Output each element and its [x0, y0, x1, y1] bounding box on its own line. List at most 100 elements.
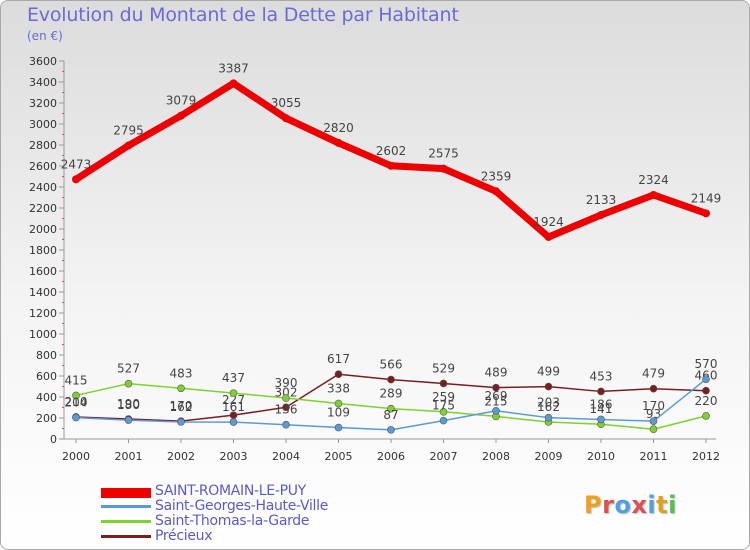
- data-label: 3055: [271, 96, 302, 110]
- y-tick-label: 2200: [29, 202, 57, 215]
- data-point: [439, 408, 448, 416]
- data-label: 2359: [481, 169, 512, 183]
- data-point: [387, 404, 395, 413]
- logo-letter: x: [631, 491, 648, 519]
- data-point: [177, 384, 185, 393]
- data-label: 390: [275, 376, 298, 390]
- data-label: 227: [222, 393, 245, 407]
- chart-title: Evolution du Montant de la Dette par Hab…: [27, 4, 459, 26]
- data-point: [72, 413, 80, 422]
- x-tick-label: 2006: [377, 450, 405, 463]
- y-tick-label: 3000: [29, 118, 57, 131]
- y-tick-label: 3400: [29, 76, 57, 89]
- data-point: [544, 382, 553, 391]
- data-point: [597, 387, 605, 396]
- data-point: [334, 370, 343, 379]
- y-tick-label: 2600: [29, 160, 57, 173]
- data-label: 437: [222, 371, 245, 385]
- legend-swatch-saint-georges: [101, 505, 151, 508]
- data-label: 175: [432, 399, 455, 413]
- data-label: 1924: [533, 215, 564, 229]
- data-label: 141: [590, 402, 613, 416]
- data-point: [649, 384, 658, 393]
- data-label: 269: [485, 389, 508, 403]
- x-tick-label: 2012: [692, 450, 720, 463]
- data-label: 453: [590, 369, 613, 383]
- y-tick-label: 2000: [29, 223, 57, 236]
- data-point: [649, 417, 658, 425]
- x-tick-label: 2004: [272, 450, 300, 463]
- logo-letter: r: [602, 491, 615, 519]
- data-label: 2820: [323, 121, 354, 135]
- data-point: [229, 418, 238, 426]
- x-tick-label: 2003: [220, 450, 248, 463]
- data-point: [72, 175, 80, 184]
- proxiti-logo: Proxiti: [584, 491, 677, 519]
- legend-swatch-saint-romain: [101, 488, 151, 498]
- data-label: 203: [537, 396, 560, 410]
- data-label: 570: [695, 357, 718, 371]
- legend-swatch-saint-thomas: [101, 520, 151, 523]
- data-label: 302: [275, 385, 298, 399]
- legend-swatch-precieux: [101, 535, 151, 538]
- data-label: 215: [485, 394, 508, 408]
- data-label: 527: [117, 362, 140, 376]
- data-point: [649, 425, 658, 434]
- data-label: 566: [380, 358, 403, 372]
- data-label: 2602: [376, 144, 407, 158]
- data-label: 136: [275, 403, 298, 417]
- data-label: 2324: [638, 173, 669, 187]
- data-point: [387, 426, 395, 434]
- x-tick-label: 2000: [62, 450, 90, 463]
- data-point: [334, 423, 343, 432]
- data-point: [282, 114, 290, 123]
- chart-unit: (en €): [27, 29, 63, 43]
- data-label: 489: [485, 366, 508, 380]
- data-point: [334, 399, 343, 408]
- data-point: [439, 164, 448, 173]
- y-tick-label: 800: [36, 349, 57, 362]
- data-label: 210: [65, 395, 88, 409]
- data-label: 2795: [113, 124, 144, 138]
- data-label: 87: [383, 408, 398, 422]
- data-label: 190: [117, 397, 140, 411]
- data-point: [492, 187, 500, 196]
- y-tick-label: 1200: [29, 307, 57, 320]
- legend-label: Saint-Thomas-la-Garde: [155, 513, 310, 529]
- data-label: 162: [170, 400, 193, 414]
- data-point: [229, 389, 238, 397]
- data-label: 2575: [428, 147, 459, 161]
- data-label: 499: [537, 365, 560, 379]
- data-point: [177, 111, 185, 120]
- y-tick-label: 1000: [29, 328, 57, 341]
- data-label: 3387: [218, 61, 249, 75]
- legend-label: SAINT-ROMAIN-LE-PUY: [155, 483, 306, 499]
- y-tick-label: 600: [36, 370, 57, 383]
- y-tick-label: 2400: [29, 181, 57, 194]
- data-point: [387, 161, 395, 170]
- x-tick-label: 2005: [325, 450, 353, 463]
- x-tick-label: 2001: [115, 450, 143, 463]
- data-point: [229, 79, 238, 88]
- data-point: [597, 415, 605, 424]
- data-label: 2473: [61, 157, 92, 171]
- data-label: 415: [65, 373, 88, 387]
- data-point: [649, 190, 658, 199]
- x-tick-label: 2002: [167, 450, 195, 463]
- y-tick-label: 3600: [29, 55, 57, 68]
- data-point: [282, 394, 290, 402]
- data-label: 617: [327, 352, 350, 366]
- data-point: [702, 209, 710, 218]
- data-point: [439, 416, 448, 425]
- data-point: [124, 379, 133, 388]
- y-tick-label: 1600: [29, 265, 57, 278]
- data-point: [597, 211, 605, 220]
- data-label: 3079: [166, 94, 197, 108]
- x-tick-label: 2010: [587, 450, 615, 463]
- y-tick-label: 1800: [29, 244, 57, 257]
- x-tick-label: 2007: [430, 450, 458, 463]
- logo-letter: o: [614, 491, 632, 519]
- y-tick-label: 200: [36, 412, 57, 425]
